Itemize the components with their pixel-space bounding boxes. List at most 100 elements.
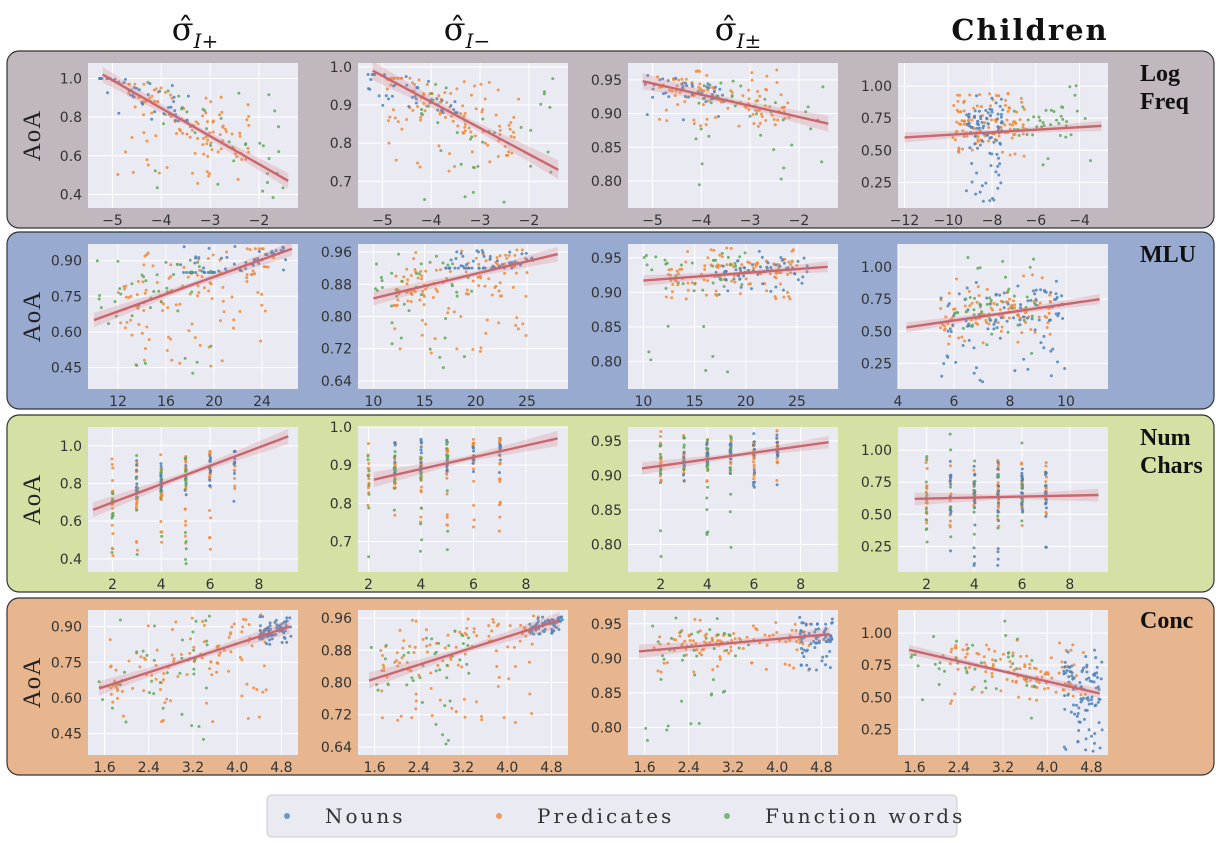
point-function-words	[973, 459, 977, 463]
point-nouns	[667, 95, 671, 99]
point-predicates	[672, 648, 676, 652]
point-function-words	[434, 722, 438, 726]
point-predicates	[498, 515, 502, 519]
legend-marker-2	[724, 813, 730, 819]
point-function-words	[964, 310, 968, 314]
point-nouns	[742, 274, 746, 278]
point-predicates	[121, 714, 125, 718]
point-predicates	[463, 631, 467, 635]
point-predicates	[418, 118, 422, 122]
point-predicates	[137, 323, 141, 327]
point-function-words	[972, 488, 976, 492]
point-predicates	[667, 268, 671, 272]
point-function-words	[1011, 662, 1015, 666]
point-function-words	[106, 322, 110, 326]
point-function-words	[1074, 84, 1078, 88]
point-predicates	[995, 94, 999, 98]
point-nouns	[223, 267, 227, 271]
point-function-words	[277, 150, 281, 154]
point-predicates	[712, 248, 716, 252]
point-function-words	[779, 177, 783, 181]
point-function-words	[1006, 651, 1010, 655]
point-function-words	[726, 255, 730, 259]
point-function-words	[925, 454, 929, 458]
point-predicates	[438, 698, 442, 702]
point-function-words	[1068, 85, 1072, 89]
point-predicates	[129, 318, 133, 322]
point-predicates	[704, 293, 708, 297]
x-tick-label: 3.2	[992, 760, 1014, 776]
point-nouns	[281, 245, 285, 249]
point-predicates	[768, 272, 772, 276]
point-predicates	[996, 481, 1000, 485]
panel-1-0: 12 16 20 240.450.600.750.90	[51, 241, 298, 410]
panel-area	[628, 427, 838, 572]
point-predicates	[238, 134, 242, 138]
point-predicates	[713, 115, 717, 119]
point-nouns	[1097, 697, 1101, 701]
point-predicates	[1020, 523, 1024, 527]
point-nouns	[821, 655, 825, 659]
point-nouns	[454, 111, 458, 115]
point-function-words	[708, 628, 712, 632]
point-predicates	[490, 293, 494, 297]
point-nouns	[996, 112, 1000, 116]
point-nouns	[1068, 670, 1072, 674]
point-function-words	[966, 255, 970, 259]
point-predicates	[1025, 680, 1029, 684]
point-nouns	[536, 617, 540, 621]
point-function-words	[700, 162, 704, 166]
point-predicates	[1035, 679, 1039, 683]
point-function-words	[676, 281, 680, 285]
point-function-words	[1025, 133, 1029, 137]
point-nouns	[1021, 509, 1025, 513]
point-predicates	[751, 624, 755, 628]
point-nouns	[131, 93, 135, 97]
point-nouns	[643, 82, 647, 86]
point-nouns	[283, 636, 287, 640]
point-function-words	[119, 292, 123, 296]
point-nouns	[471, 470, 475, 474]
x-tick-label: −4	[691, 213, 712, 229]
point-predicates	[524, 634, 528, 638]
point-nouns	[445, 458, 449, 462]
point-function-words	[445, 447, 449, 451]
point-nouns	[1084, 748, 1088, 752]
point-function-words	[680, 699, 684, 703]
point-predicates	[1049, 656, 1053, 660]
point-function-words	[1061, 117, 1065, 121]
x-tick-label: 10	[634, 394, 652, 410]
point-predicates	[260, 303, 264, 307]
point-predicates	[1006, 109, 1010, 113]
point-predicates	[382, 665, 386, 669]
point-nouns	[150, 117, 154, 121]
point-nouns	[967, 121, 971, 125]
point-function-words	[393, 467, 397, 471]
point-function-words	[203, 109, 207, 113]
point-nouns	[940, 374, 944, 378]
point-nouns	[1087, 702, 1091, 706]
point-predicates	[445, 100, 449, 104]
point-nouns	[970, 125, 974, 129]
point-predicates	[773, 123, 777, 127]
point-predicates	[195, 294, 199, 298]
point-function-words	[955, 639, 959, 643]
point-function-words	[1032, 115, 1036, 119]
point-function-words	[471, 190, 475, 194]
row-label-1-0: MLU	[1140, 242, 1196, 268]
point-function-words	[153, 169, 157, 173]
point-predicates	[454, 645, 458, 649]
point-nouns	[186, 94, 190, 98]
regression-line	[641, 441, 829, 470]
point-function-words	[1004, 634, 1008, 638]
point-predicates	[245, 247, 249, 251]
regression-line	[638, 632, 830, 653]
point-nouns	[183, 488, 187, 492]
point-predicates	[788, 663, 792, 667]
point-nouns	[990, 110, 994, 114]
point-function-words	[711, 264, 715, 268]
point-predicates	[161, 309, 165, 313]
point-function-words	[383, 657, 387, 661]
point-function-words	[446, 263, 450, 267]
point-function-words	[722, 632, 726, 636]
